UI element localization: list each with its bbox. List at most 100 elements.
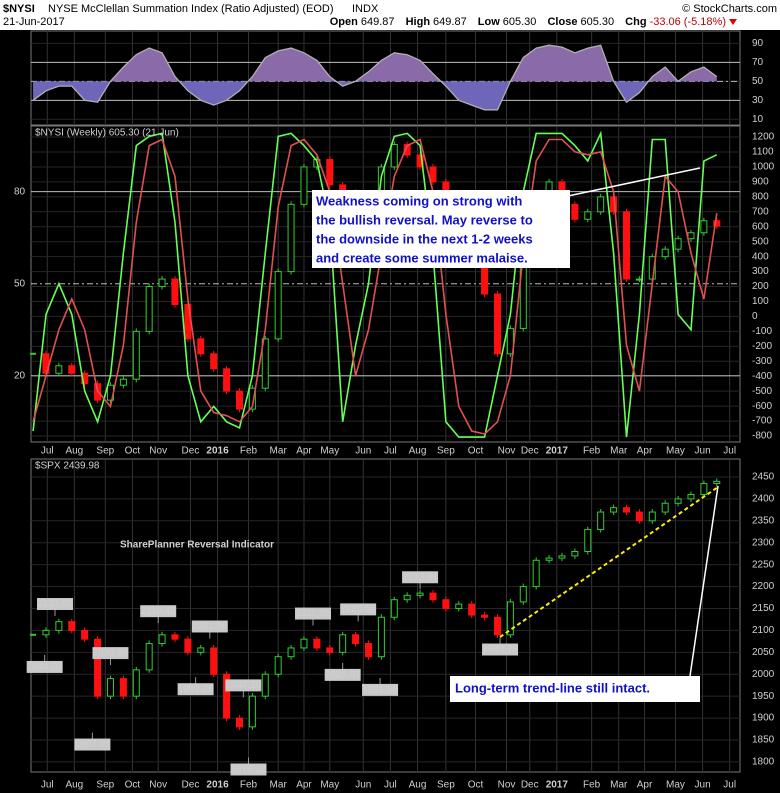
y-tick-label: 2100 xyxy=(752,625,775,636)
y-tick-label: 800 xyxy=(752,191,769,202)
callout-box xyxy=(450,676,700,702)
y2-tick-label: 80 xyxy=(14,186,26,197)
candle xyxy=(158,634,166,645)
y-tick-label: 2400 xyxy=(752,494,775,505)
candle xyxy=(274,271,282,340)
candle xyxy=(545,557,553,561)
candle xyxy=(700,483,708,496)
candle xyxy=(622,507,630,513)
y-tick-label: 2450 xyxy=(752,472,775,483)
x-tick-label: Sep xyxy=(96,446,114,457)
x-tick-label: Oct xyxy=(468,780,484,791)
callout-line xyxy=(567,167,701,197)
x-tick-label: Nov xyxy=(149,780,167,791)
area-above xyxy=(110,45,717,81)
y2-tick-label: 20 xyxy=(14,370,26,381)
candle xyxy=(119,378,127,386)
x-tick-label: Jul xyxy=(384,780,397,791)
price-label: 2132.82 xyxy=(37,599,74,610)
candle xyxy=(455,603,463,609)
candle xyxy=(68,365,76,374)
y-tick-label: -600 xyxy=(752,401,772,412)
candle xyxy=(713,480,721,485)
y-tick-label: 10 xyxy=(752,114,764,125)
x-tick-label: Feb xyxy=(583,780,601,791)
candle xyxy=(622,211,630,280)
x-tick-label: Apr xyxy=(637,780,653,791)
quote-value: 649.87 xyxy=(361,16,395,28)
candle xyxy=(300,638,308,649)
candle xyxy=(313,638,321,649)
x-tick-label: 2017 xyxy=(546,780,569,791)
callout-text: Long-term trend-line still intact. xyxy=(455,680,650,695)
y-tick-label: 1200 xyxy=(752,132,775,143)
title: NYSE McClellan Summation Index (Ratio Ad… xyxy=(48,3,334,15)
candle xyxy=(442,599,450,609)
x-tick-label: Dec xyxy=(182,780,200,791)
y-tick-label: 1000 xyxy=(752,162,775,173)
candle xyxy=(261,673,269,697)
candle xyxy=(274,656,282,675)
candle xyxy=(584,211,592,220)
quote: Open 649.87 High 649.87 Low 605.30 Close 605… xyxy=(330,16,726,28)
quote-label: Open xyxy=(330,16,358,28)
price-label: 2111.05 xyxy=(296,608,331,619)
quote-label: Low xyxy=(478,16,500,28)
source: © StockCharts.com xyxy=(682,3,777,15)
candle xyxy=(68,621,76,631)
y-tick-label: 400 xyxy=(752,251,769,262)
x-tick-label: Mar xyxy=(270,780,288,791)
x-tick-label: Jul xyxy=(41,780,54,791)
price-label-box xyxy=(74,738,111,751)
candle xyxy=(674,238,682,250)
candle xyxy=(81,372,89,385)
callout-text: the downside in the next 1-2 weeks xyxy=(316,231,533,246)
x-tick-label: Nov xyxy=(149,446,167,457)
candle xyxy=(481,263,489,295)
candle xyxy=(132,669,140,697)
x-tick-label: Oct xyxy=(125,446,141,457)
quote-value: -33.06 (-5.18%) xyxy=(650,16,726,28)
y-tick-label: 1900 xyxy=(752,713,775,724)
price-label-box xyxy=(36,598,73,611)
x-tick-label: Jun xyxy=(355,780,371,791)
y-tick-label: 100 xyxy=(752,296,769,307)
candle xyxy=(210,353,218,370)
candle xyxy=(235,390,243,410)
y-tick-label: 1850 xyxy=(752,735,775,746)
y-tick-label: -300 xyxy=(752,356,772,367)
candle xyxy=(145,286,153,332)
candle xyxy=(519,586,527,603)
price-label: 1947.20 xyxy=(225,680,262,691)
candle xyxy=(403,594,411,601)
price-label: 2116.48 xyxy=(140,606,176,617)
price-label: 2025.91 xyxy=(325,670,362,681)
price-label: 2120.55 xyxy=(340,604,377,615)
candle xyxy=(584,529,592,552)
price-label-box xyxy=(362,683,399,696)
x-tick-label: Oct xyxy=(468,446,484,457)
y-tick-label: 50 xyxy=(752,76,764,87)
x-tick-label: Feb xyxy=(583,446,601,457)
x-tick-label: Jun xyxy=(695,446,711,457)
x-tick-label: Apr xyxy=(296,780,312,791)
candle xyxy=(674,498,682,504)
x-tick-label: Aug xyxy=(409,446,427,457)
candle xyxy=(532,559,540,588)
price-label-box xyxy=(340,603,377,616)
candle xyxy=(261,338,269,389)
candle xyxy=(429,166,437,183)
x-tick-label: 2016 xyxy=(206,780,229,791)
candle xyxy=(364,643,372,658)
callout-line xyxy=(689,485,719,677)
area-below xyxy=(33,81,717,110)
legend: $NYSI (Weekly) 605.30 (21 Jun) xyxy=(35,128,179,139)
price-label-box xyxy=(191,620,228,633)
candle xyxy=(558,555,566,559)
price-label: 1991.68 xyxy=(362,685,399,696)
candle xyxy=(390,599,398,618)
candle xyxy=(248,695,256,728)
price-label-box xyxy=(324,668,361,681)
x-tick-label: Mar xyxy=(610,780,628,791)
